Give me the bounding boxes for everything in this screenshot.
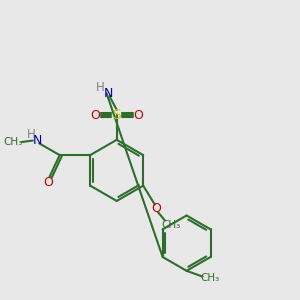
Text: O: O — [43, 176, 53, 189]
Text: CH₃: CH₃ — [4, 137, 23, 147]
Text: N: N — [103, 87, 113, 100]
Text: O: O — [90, 109, 100, 122]
Text: H: H — [27, 128, 35, 141]
Text: CH₃: CH₃ — [161, 220, 181, 230]
Text: O: O — [152, 202, 161, 215]
Text: S: S — [112, 108, 121, 122]
Text: O: O — [134, 109, 143, 122]
Text: CH₃: CH₃ — [200, 273, 220, 283]
Text: N: N — [33, 134, 43, 147]
Text: H: H — [96, 82, 104, 94]
